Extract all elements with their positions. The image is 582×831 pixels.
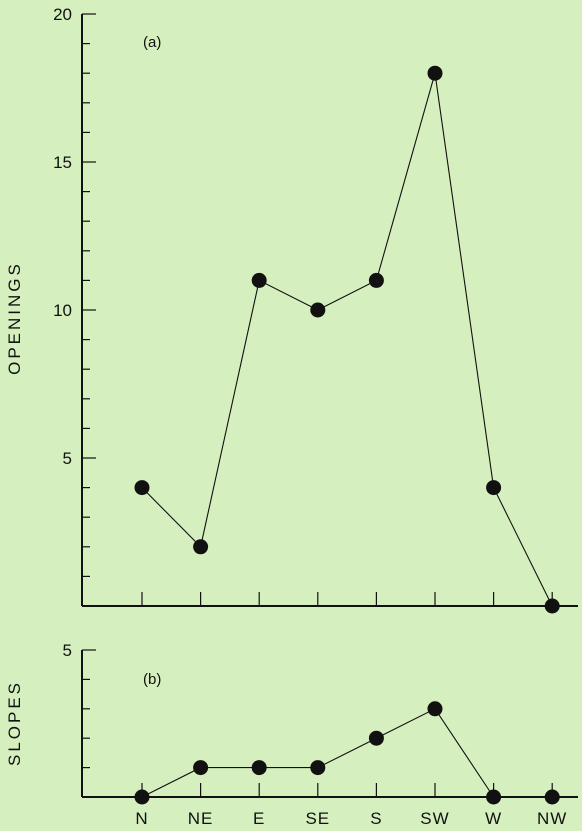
data-point-ne	[193, 539, 209, 555]
x-category-label: SW	[420, 809, 449, 828]
data-point-n	[134, 789, 150, 805]
panel-a-label: (a)	[143, 34, 161, 51]
panel-b-label: (b)	[143, 671, 161, 688]
panel-b: (b) SLOPES 5	[5, 641, 578, 805]
y-tick-label: 5	[63, 641, 72, 660]
data-point-nw	[544, 789, 560, 805]
data-point-w	[486, 480, 502, 496]
panel-b-y-axis-label: SLOPES	[5, 680, 24, 766]
y-tick-label: 5	[63, 449, 72, 468]
x-axis-category-labels: N NE E SE S SW W NW	[135, 809, 567, 828]
data-point-sw	[427, 701, 443, 717]
panel-a-y-axis-label: OPENINGS	[5, 261, 24, 375]
series-line	[141, 708, 553, 798]
x-category-label: E	[253, 809, 265, 828]
x-category-label: N	[135, 809, 148, 828]
x-category-label: NW	[537, 809, 567, 828]
data-point-n	[134, 480, 150, 496]
data-point-e	[251, 272, 267, 288]
data-point-se	[310, 302, 326, 318]
series-line	[141, 73, 553, 607]
data-point-s	[368, 730, 384, 746]
x-category-label: SE	[305, 809, 330, 828]
y-tick-label: 20	[53, 5, 72, 24]
y-tick-label: 10	[53, 301, 72, 320]
x-category-label: W	[485, 809, 502, 828]
x-category-label: NE	[188, 809, 214, 828]
data-point-e	[251, 760, 267, 776]
data-point-s	[368, 272, 384, 288]
y-tick-label: 15	[53, 153, 72, 172]
data-point-nw	[544, 598, 560, 614]
data-point-ne	[193, 760, 209, 776]
data-point-se	[310, 760, 326, 776]
data-point-w	[486, 789, 502, 805]
panel-a: (a) OPENINGS 5 10 15 20	[5, 5, 578, 614]
data-point-sw	[427, 65, 443, 81]
x-category-label: S	[370, 809, 382, 828]
